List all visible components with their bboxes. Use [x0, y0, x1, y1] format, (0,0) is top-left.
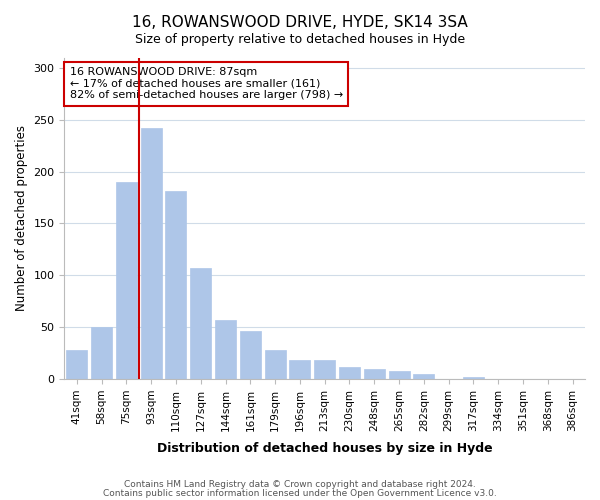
Y-axis label: Number of detached properties: Number of detached properties: [15, 126, 28, 312]
Bar: [413, 374, 434, 379]
Bar: [240, 332, 261, 379]
Text: 16 ROWANSWOOD DRIVE: 87sqm
← 17% of detached houses are smaller (161)
82% of sem: 16 ROWANSWOOD DRIVE: 87sqm ← 17% of deta…: [70, 67, 343, 100]
Text: Size of property relative to detached houses in Hyde: Size of property relative to detached ho…: [135, 32, 465, 46]
Text: 16, ROWANSWOOD DRIVE, HYDE, SK14 3SA: 16, ROWANSWOOD DRIVE, HYDE, SK14 3SA: [132, 15, 468, 30]
Bar: [91, 327, 112, 379]
Bar: [339, 366, 360, 379]
X-axis label: Distribution of detached houses by size in Hyde: Distribution of detached houses by size …: [157, 442, 493, 455]
Bar: [289, 360, 310, 379]
Bar: [364, 368, 385, 379]
Bar: [463, 377, 484, 379]
Bar: [265, 350, 286, 379]
Bar: [190, 268, 211, 379]
Bar: [116, 182, 137, 379]
Text: Contains public sector information licensed under the Open Government Licence v3: Contains public sector information licen…: [103, 488, 497, 498]
Bar: [66, 350, 88, 379]
Bar: [389, 370, 410, 379]
Bar: [215, 320, 236, 379]
Bar: [314, 360, 335, 379]
Text: Contains HM Land Registry data © Crown copyright and database right 2024.: Contains HM Land Registry data © Crown c…: [124, 480, 476, 489]
Bar: [140, 128, 162, 379]
Bar: [166, 192, 187, 379]
